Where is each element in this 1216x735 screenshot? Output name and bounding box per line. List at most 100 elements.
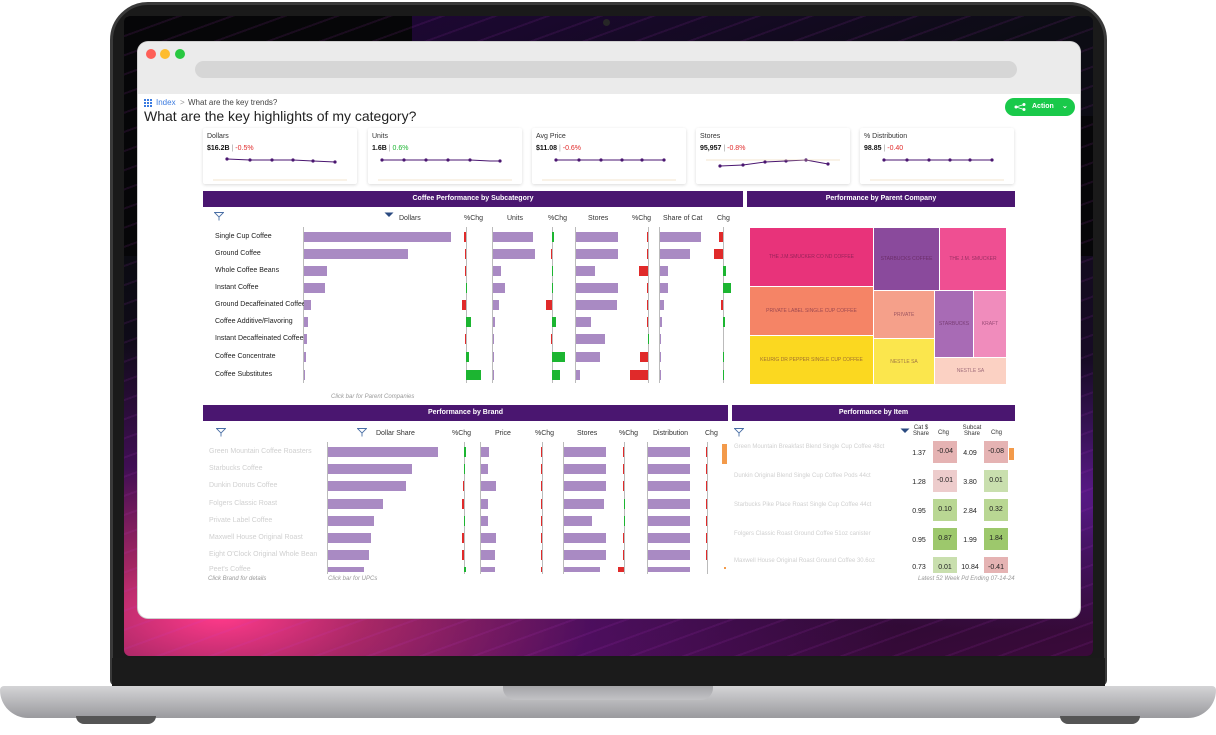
units-bar[interactable] (493, 249, 535, 259)
col-cat-share-chg[interactable]: Chg (938, 430, 950, 436)
distribution-bar[interactable] (648, 533, 690, 543)
brand-row-label[interactable]: Private Label Coffee (209, 517, 273, 524)
col-stores[interactable]: Stores (577, 430, 598, 437)
treemap-tile[interactable]: NESTLE SA (935, 358, 1006, 384)
dollars-bar[interactable] (304, 283, 325, 293)
price-bar[interactable] (481, 550, 495, 560)
brand-share-bar[interactable] (328, 464, 412, 474)
subcategory-row-label[interactable]: Ground Decaffeinated Coffee (215, 301, 306, 308)
subcategory-row-label[interactable]: Coffee Additive/Flavoring (215, 318, 293, 325)
price-bar[interactable] (481, 499, 488, 509)
col-units-chg[interactable]: %Chg (548, 215, 568, 222)
filter-active-icon[interactable] (384, 212, 394, 221)
treemap-tile[interactable]: KEURIG DR PEPPER SINGLE CUP COFFEE (750, 336, 873, 384)
dollars-bar[interactable] (304, 300, 311, 310)
brand-share-bar[interactable] (328, 516, 374, 526)
stores-bar[interactable] (564, 464, 606, 474)
kpi-card-dollars[interactable]: Dollars $16.2B | -0.5% (203, 128, 357, 184)
brand-row-label[interactable]: Folgers Classic Roast (209, 500, 278, 507)
kpi-card-stores[interactable]: Stores 95,957 | -0.8% (696, 128, 850, 184)
brand-row-label[interactable]: Starbucks Coffee (209, 465, 263, 472)
distribution-bar[interactable] (648, 567, 690, 572)
units-bar[interactable] (493, 352, 494, 362)
filter-icon[interactable] (216, 428, 226, 437)
price-bar[interactable] (481, 464, 488, 474)
brand-share-bar[interactable] (328, 481, 406, 491)
col-share-chg[interactable]: %Chg (452, 430, 472, 437)
col-subcat-share-chg[interactable]: Chg (991, 430, 1003, 436)
subcategory-row-label[interactable]: Ground Coffee (215, 250, 261, 257)
brand-share-bar[interactable] (328, 567, 364, 572)
subcategory-row-label[interactable]: Instant Coffee (215, 284, 259, 291)
close-window-button[interactable] (146, 49, 156, 59)
stores-bar[interactable] (564, 533, 606, 543)
treemap-tile[interactable]: NESTLE SA (874, 339, 934, 384)
scrollbar-thumb[interactable] (1009, 448, 1014, 460)
price-bar[interactable] (481, 533, 496, 543)
brand-share-bar[interactable] (328, 447, 438, 457)
col-distribution-chg[interactable]: Chg (705, 430, 718, 437)
share-bar[interactable] (660, 266, 668, 276)
units-bar[interactable] (493, 370, 494, 380)
brand-share-bar[interactable] (328, 533, 371, 543)
action-button[interactable]: Action ⌄ (1005, 98, 1075, 116)
minimize-window-button[interactable] (160, 49, 170, 59)
stores-bar[interactable] (564, 499, 604, 509)
stores-bar[interactable] (576, 352, 600, 362)
item-row-label[interactable]: Starbucks Pike Place Roast Single Cup Co… (734, 502, 872, 508)
stores-bar[interactable] (576, 283, 618, 293)
share-bar[interactable] (660, 370, 661, 380)
dollars-bar[interactable] (304, 249, 408, 259)
share-bar[interactable] (660, 300, 664, 310)
price-bar[interactable] (481, 447, 489, 457)
subcategory-row-label[interactable]: Whole Coffee Beans (215, 267, 280, 274)
subcategory-row-label[interactable]: Coffee Concentrate (215, 353, 276, 360)
col-price-chg[interactable]: %Chg (535, 430, 555, 437)
distribution-bar[interactable] (648, 481, 690, 491)
treemap-tile[interactable]: STARBUCKS COFFEE (874, 228, 939, 290)
filter-icon[interactable] (214, 212, 224, 221)
col-units[interactable]: Units (507, 215, 523, 222)
item-row-label[interactable]: Green Mountain Breakfast Blend Single Cu… (734, 444, 885, 450)
share-bar[interactable] (660, 334, 661, 344)
treemap-tile[interactable]: STARBUCKS (935, 291, 973, 357)
distribution-bar[interactable] (648, 499, 690, 509)
col-stores-chg[interactable]: %Chg (632, 215, 652, 222)
dollars-bar[interactable] (304, 352, 306, 362)
treemap-tile[interactable]: PRIVATE (874, 291, 934, 338)
share-bar[interactable] (660, 232, 701, 242)
share-bar[interactable] (660, 249, 690, 259)
breadcrumb-index-link[interactable]: Index (156, 98, 176, 107)
units-bar[interactable] (493, 300, 499, 310)
share-bar[interactable] (660, 352, 661, 362)
stores-bar[interactable] (576, 317, 591, 327)
item-row-label[interactable]: Dunkin Original Blend Single Cup Coffee … (734, 473, 871, 479)
filter-icon[interactable] (734, 428, 744, 437)
stores-bar[interactable] (564, 567, 600, 572)
brand-row-label[interactable]: Eight O'Clock Original Whole Bean (209, 551, 318, 558)
col-cat-share[interactable]: Cat $ Share (912, 425, 929, 437)
col-stores[interactable]: Stores (588, 215, 609, 222)
distribution-bar[interactable] (648, 516, 690, 526)
dollars-bar[interactable] (304, 317, 308, 327)
dollars-bar[interactable] (304, 232, 451, 242)
kpi-card-distribution[interactable]: % Distribution 98.85 | -0.40 (860, 128, 1014, 184)
brand-row-label[interactable]: Maxwell House Original Roast (209, 534, 303, 541)
address-bar[interactable] (195, 61, 1017, 78)
treemap-tile[interactable]: PRIVATE LABEL SINGLE CUP COFFEE (750, 287, 873, 335)
stores-bar[interactable] (564, 516, 592, 526)
dollars-bar[interactable] (304, 334, 307, 344)
brand-row-label[interactable]: Green Mountain Coffee Roasters (209, 448, 312, 455)
stores-bar[interactable] (576, 300, 617, 310)
price-bar[interactable] (481, 481, 496, 491)
share-bar[interactable] (660, 283, 668, 293)
stores-bar[interactable] (576, 334, 605, 344)
col-dollars[interactable]: Dollars (399, 215, 421, 222)
col-share-chg[interactable]: Chg (717, 215, 730, 222)
col-share-of-cat[interactable]: Share of Cat (663, 215, 703, 222)
distribution-bar[interactable] (648, 464, 690, 474)
stores-bar[interactable] (576, 266, 595, 276)
subcategory-row-label[interactable]: Single Cup Coffee (215, 233, 272, 240)
stores-bar[interactable] (564, 550, 606, 560)
kpi-card-avg-price[interactable]: Avg Price $11.08 | -0.6% (532, 128, 686, 184)
